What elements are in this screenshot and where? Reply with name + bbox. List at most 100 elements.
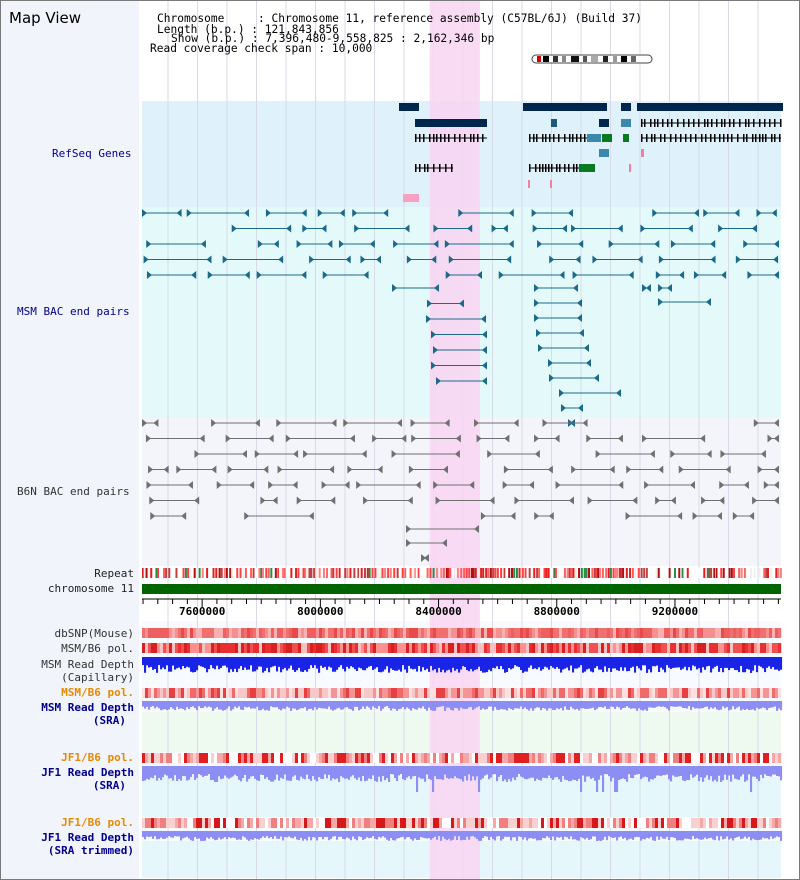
msm-bac-pair-end[interactable] — [658, 298, 663, 306]
msm-bac-pair-end[interactable] — [222, 255, 228, 264]
msm-bac-pair-end[interactable] — [445, 271, 451, 279]
b6n-bac-pair-end[interactable] — [372, 434, 378, 443]
msm-bac-pair-end[interactable] — [640, 224, 646, 233]
b6n-bac-pair-end[interactable] — [361, 450, 367, 458]
gene-exon[interactable] — [690, 134, 692, 142]
msm-bac-pair-end[interactable] — [431, 255, 437, 264]
b6n-bac-pair-end[interactable] — [678, 465, 684, 474]
b6n-bac-pair-end[interactable] — [774, 434, 779, 443]
gene-exon[interactable] — [545, 134, 547, 142]
msm-bac-pair-end[interactable] — [734, 209, 740, 217]
msm-bac-pair-end[interactable] — [434, 284, 439, 292]
msm-bac-pair-end[interactable] — [710, 255, 716, 264]
msm-bac-pair-end[interactable] — [296, 240, 302, 248]
gene-exon[interactable] — [685, 134, 687, 142]
gene-exon[interactable] — [641, 119, 643, 127]
b6n-bac-pair-end[interactable] — [285, 434, 291, 443]
gene-exon[interactable] — [542, 164, 544, 172]
gene-exon[interactable] — [646, 134, 648, 142]
b6n-bac-pair-end[interactable] — [474, 419, 480, 427]
b6n-bac-pair-end[interactable] — [272, 496, 278, 505]
b6n-bac-pair-end[interactable] — [763, 481, 769, 489]
msm-bac-pair-end[interactable] — [721, 271, 727, 279]
b6n-bac-pair-end[interactable] — [260, 496, 266, 505]
b6n-bac-pair-end[interactable] — [480, 512, 486, 520]
b6n-bac-pair-end[interactable] — [743, 481, 749, 489]
msm-bac-pair-end[interactable] — [146, 240, 152, 248]
gene-exon[interactable] — [721, 119, 723, 127]
gene-exon[interactable] — [662, 119, 664, 127]
b6n-bac-pair-end[interactable] — [216, 481, 222, 489]
gene-exon[interactable] — [569, 134, 571, 142]
msm-bac-pair-end[interactable] — [345, 255, 351, 264]
b6n-bac-pair-end[interactable] — [649, 450, 655, 458]
b6n-bac-pair-end[interactable] — [774, 465, 779, 474]
msm-bac-pair-end[interactable] — [406, 255, 412, 264]
b6n-bac-pair-end[interactable] — [534, 512, 540, 520]
b6n-bac-pair-end[interactable] — [276, 419, 282, 427]
msm-bac-pair-end[interactable] — [706, 298, 711, 306]
b6n-bac-pair-end[interactable] — [732, 512, 738, 520]
msm-bac-pair-end[interactable] — [534, 314, 539, 322]
msm-bac-pair-end[interactable] — [616, 389, 621, 397]
gene-exon[interactable] — [759, 134, 761, 142]
b6n-bac-pair-end[interactable] — [503, 465, 509, 474]
b6n-bac-pair-end[interactable] — [547, 465, 553, 474]
msm-bac-pair-end[interactable] — [317, 209, 323, 217]
b6n-bac-pair-end[interactable] — [225, 434, 231, 443]
gene-exon[interactable] — [780, 119, 782, 127]
gene-exon[interactable] — [533, 134, 535, 142]
gene-exon[interactable] — [568, 164, 570, 172]
gene-exon[interactable] — [444, 134, 446, 142]
b6n-bac-pair-end[interactable] — [555, 481, 561, 489]
msm-bac-pair-end[interactable] — [301, 271, 307, 279]
b6n-bac-pair-end[interactable] — [719, 481, 725, 489]
gene-exon[interactable] — [551, 164, 553, 172]
gene-exon[interactable] — [671, 119, 673, 127]
b6n-bac-pair-end[interactable] — [211, 419, 217, 427]
refseq-gene[interactable] — [599, 119, 609, 127]
gene-exon[interactable] — [584, 134, 586, 142]
b6n-bac-pair-end[interactable] — [444, 419, 450, 427]
refseq-gene[interactable] — [415, 119, 487, 127]
msm-bac-pair-end[interactable] — [687, 224, 693, 233]
msm-bac-pair-end[interactable] — [549, 374, 554, 382]
msm-bac-pair-end[interactable] — [534, 284, 539, 292]
b6n-bac-pair-end[interactable] — [296, 496, 302, 505]
refseq-gene[interactable] — [621, 103, 631, 111]
gene-exon[interactable] — [654, 119, 656, 127]
refseq-gene[interactable] — [579, 164, 595, 172]
b6n-bac-pair-end[interactable] — [187, 481, 193, 489]
b6n-bac-pair-end[interactable] — [330, 496, 336, 505]
b6n-bac-pair-end[interactable] — [692, 512, 698, 520]
b6n-bac-pair-end[interactable] — [706, 450, 712, 458]
msm-bac-pair-end[interactable] — [531, 209, 537, 217]
msm-bac-pair-end[interactable] — [710, 240, 716, 248]
b6n-bac-pair-end[interactable] — [254, 419, 260, 427]
b6n-bac-pair-end[interactable] — [725, 465, 731, 474]
msm-bac-pair-end[interactable] — [482, 346, 487, 354]
msm-bac-pair-end[interactable] — [278, 255, 284, 264]
msm-bac-pair-end[interactable] — [756, 209, 762, 217]
msm-bac-pair-end[interactable] — [273, 240, 279, 248]
msm-bac-pair-end[interactable] — [433, 224, 439, 233]
b6n-bac-pair-end[interactable] — [670, 496, 676, 505]
gene-exon[interactable] — [746, 134, 748, 142]
msm-bac-pair-end[interactable] — [637, 255, 643, 264]
b6n-bac-pair-end[interactable] — [442, 539, 447, 547]
gene-exon[interactable] — [470, 134, 472, 142]
b6n-bac-pair-end[interactable] — [701, 496, 707, 505]
b6n-bac-pair-end[interactable] — [241, 450, 247, 458]
msm-bac-pair-end[interactable] — [176, 209, 182, 217]
msm-bac-pair-end[interactable] — [302, 224, 308, 233]
gene-exon[interactable] — [771, 134, 773, 142]
b6n-bac-pair-end[interactable] — [774, 419, 779, 427]
msm-bac-pair-end[interactable] — [628, 271, 634, 279]
msm-bac-pair-end[interactable] — [571, 224, 577, 233]
b6n-bac-pair-end[interactable] — [227, 465, 233, 474]
b6n-bac-pair-end[interactable] — [625, 512, 631, 520]
msm-bac-pair-end[interactable] — [458, 209, 464, 217]
gene-exon[interactable] — [651, 134, 653, 142]
msm-bac-pair-end[interactable] — [534, 299, 539, 307]
b6n-bac-pair-end[interactable] — [514, 496, 520, 505]
